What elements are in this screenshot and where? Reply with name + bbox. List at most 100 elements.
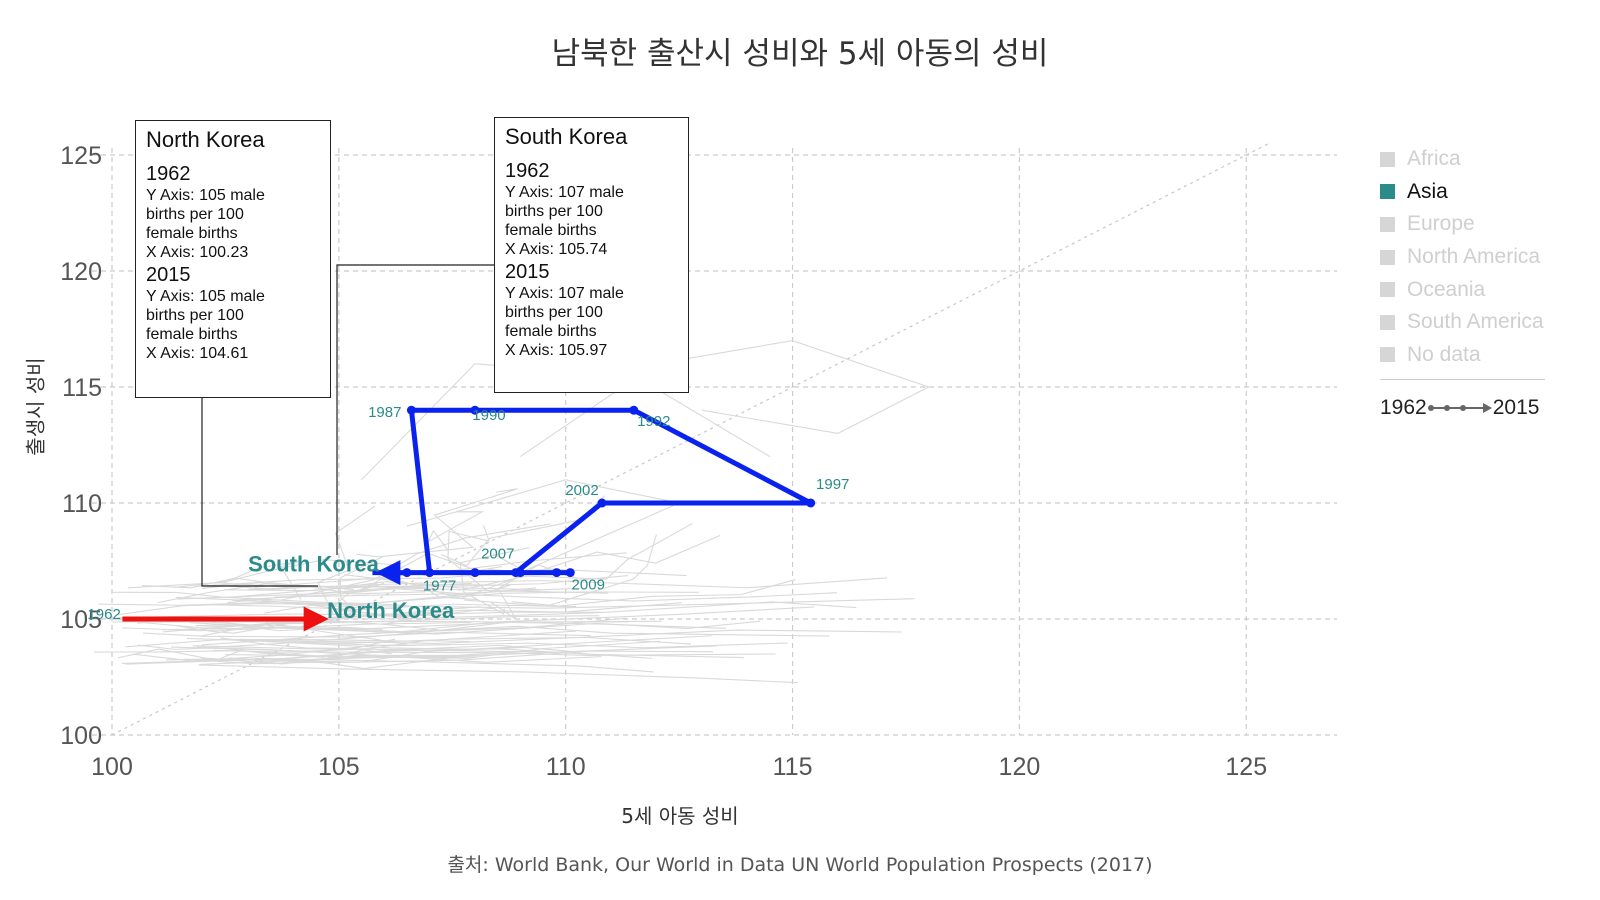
year-label: 2002 xyxy=(565,482,598,499)
y-tick-label: 105 xyxy=(60,606,102,634)
legend-item[interactable]: North America xyxy=(1380,241,1545,274)
legend-label: Oceania xyxy=(1407,277,1486,301)
tooltip-line: female births xyxy=(146,225,238,242)
tooltip-leaders xyxy=(201,264,494,587)
tooltip-line: female births xyxy=(505,323,597,340)
legend-item[interactable]: Africa xyxy=(1380,143,1545,176)
background-line xyxy=(379,488,518,558)
data-point xyxy=(565,568,575,578)
tooltip-line: Y Axis: 107 male xyxy=(505,184,624,201)
legend-swatch-icon xyxy=(1380,184,1395,200)
y-tick-label: 100 xyxy=(60,722,102,750)
background-line xyxy=(223,561,302,600)
year-label: 1992 xyxy=(637,413,670,430)
year-label: 1977 xyxy=(423,578,456,595)
tooltip-line: X Axis: 100.23 xyxy=(146,244,249,261)
background-line xyxy=(230,601,857,620)
background-line xyxy=(174,559,398,588)
background-line xyxy=(201,625,830,646)
point-labels: 1977 1987 1990 1992 1997 2002 2007 2009 South Ko… xyxy=(87,404,849,623)
background-line xyxy=(118,648,244,661)
background-line xyxy=(187,637,788,649)
data-point xyxy=(629,405,639,415)
year-label: 2009 xyxy=(572,577,605,594)
legend-label: Africa xyxy=(1407,147,1461,171)
tooltip-south-korea: South Korea 1962 Y Axis: 107 male births… xyxy=(494,117,689,393)
x-tick-label: 105 xyxy=(318,753,360,781)
background-line xyxy=(329,582,411,625)
tooltip-year: 2015 xyxy=(146,264,191,286)
background-line xyxy=(447,524,490,590)
legend-label: No data xyxy=(1407,342,1481,366)
legend-swatch-icon xyxy=(1380,314,1395,330)
data-point xyxy=(597,498,607,508)
tooltip-leader-line xyxy=(336,264,494,555)
legend-item[interactable]: Oceania xyxy=(1380,273,1545,306)
background-line xyxy=(266,636,692,645)
background-line xyxy=(339,553,384,605)
data-point xyxy=(806,498,816,508)
background-line xyxy=(416,583,511,601)
tooltip-line: births per 100 xyxy=(146,307,244,324)
legend-label: Asia xyxy=(1407,179,1448,203)
tooltip-year: 1962 xyxy=(146,163,191,185)
tooltip-title: North Korea xyxy=(146,127,265,152)
tooltip-title: South Korea xyxy=(505,124,628,149)
source-note: 출처: World Bank, Our World in Data UN Wor… xyxy=(447,854,1153,876)
axis-ticks: 100 105 110 115 120 125 100 105 110 115 120 125 xyxy=(60,142,1267,781)
tooltip-line: Y Axis: 105 male xyxy=(146,187,265,204)
x-tick-label: 120 xyxy=(999,753,1041,781)
data-point xyxy=(402,568,412,578)
x-tick-label: 100 xyxy=(91,753,133,781)
timeline-arrow-icon xyxy=(1427,403,1492,414)
background-line xyxy=(266,606,815,633)
tooltip-line: births per 100 xyxy=(146,206,244,223)
legend-divider xyxy=(1380,379,1545,381)
y-axis-label: 출생시 성비 xyxy=(23,357,48,456)
legend-item[interactable]: Asia xyxy=(1380,176,1545,209)
background-line xyxy=(138,606,481,628)
background-line xyxy=(171,646,776,657)
tooltip-line: Y Axis: 105 male xyxy=(146,288,265,305)
legend-year-range: 1962 2015 xyxy=(1380,396,1545,420)
background-line xyxy=(198,664,798,684)
legend-swatch-icon xyxy=(1380,282,1395,298)
background-line xyxy=(220,637,396,650)
background-line xyxy=(264,620,761,635)
background-line xyxy=(142,631,592,638)
legend-start-year: 1962 xyxy=(1380,396,1427,420)
legend-label: North America xyxy=(1407,245,1541,269)
tooltip-line: Y Axis: 107 male xyxy=(505,285,624,302)
data-point xyxy=(425,568,435,578)
legend-label: Europe xyxy=(1407,212,1475,236)
tooltip-line: female births xyxy=(505,222,597,239)
year-label: 1962 xyxy=(87,606,120,623)
background-line xyxy=(441,495,606,567)
legend-item[interactable]: South America xyxy=(1380,306,1545,339)
legend-swatch-icon xyxy=(1380,347,1395,363)
y-tick-label: 120 xyxy=(60,258,102,286)
legend-item[interactable]: No data xyxy=(1380,339,1545,372)
tooltip-line: births per 100 xyxy=(505,304,603,321)
tooltip-line: X Axis: 104.61 xyxy=(146,345,249,362)
data-point xyxy=(515,568,525,578)
tooltip-line: female births xyxy=(146,326,238,343)
legend-item[interactable]: Europe xyxy=(1380,208,1545,241)
series xyxy=(122,405,816,632)
data-point xyxy=(552,568,562,578)
tooltip-line: births per 100 xyxy=(505,203,603,220)
background-line xyxy=(177,587,609,600)
series-line xyxy=(372,407,814,586)
background-line xyxy=(115,603,404,616)
background-line xyxy=(406,479,681,574)
x-tick-label: 125 xyxy=(1225,753,1267,781)
background-line xyxy=(239,587,576,601)
tooltip-year: 1962 xyxy=(505,160,550,182)
data-point xyxy=(470,568,480,578)
legend-swatch-icon xyxy=(1380,249,1395,265)
background-line xyxy=(317,505,376,616)
y-tick-label: 115 xyxy=(62,374,102,402)
background-line xyxy=(210,603,577,611)
series-end-label: North Korea xyxy=(327,598,455,623)
tooltip-line: X Axis: 105.74 xyxy=(505,241,608,258)
